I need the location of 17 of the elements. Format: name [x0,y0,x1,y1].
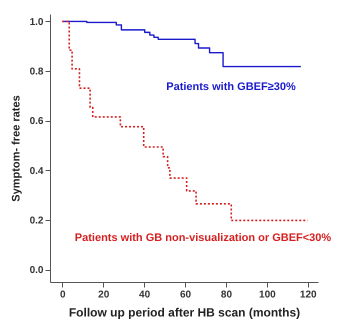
x-tick-label: 60 [180,290,192,300]
x-axis-title: Follow up period after HB scan (months) [68,306,300,320]
y-tick-label: 1.0 [30,16,44,28]
x-tick-label: 20 [98,290,110,300]
text: Patients with GB non-visualization or GBEF<30% [74,232,332,244]
y-axis-title: Symptom- free rates [10,95,23,202]
y-tick-label: 0.4 [30,166,44,177]
y-tick-label: 0.0 [30,265,44,276]
y-tick-label: 0.6 [30,116,44,128]
x-tick-label: 0 [60,290,66,300]
y-tick-label: 0.2 [30,215,44,226]
x-tick-label: 80 [220,290,232,300]
x-tick-label: 100 [259,290,276,300]
y-tick-label: 0.8 [30,66,44,78]
x-tick-label: 120 [300,290,318,300]
series-label: Patients with GBEF≥30% [166,81,296,93]
x-tick-label: 40 [139,290,151,300]
